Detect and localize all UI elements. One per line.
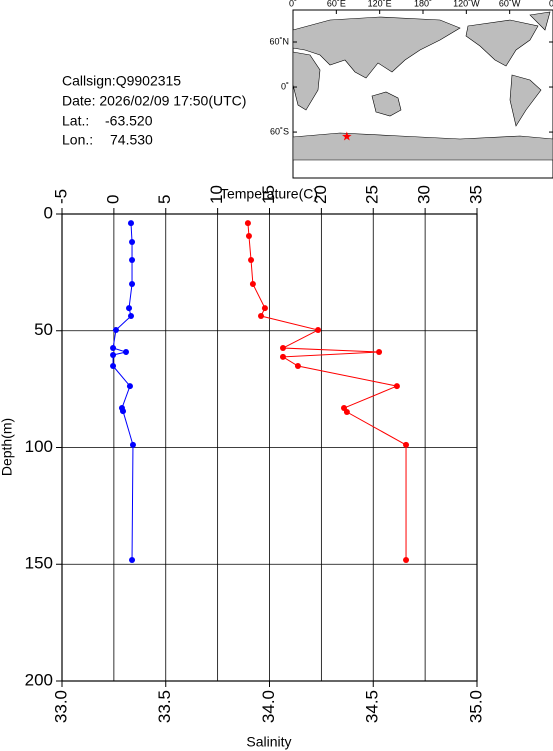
y-tick-label: 100 — [25, 437, 53, 456]
profile-point — [261, 305, 268, 312]
lon-label: Lon.: — [62, 132, 93, 148]
x-tick-label: 33.5 — [155, 690, 174, 723]
lat-label: Lat.: — [62, 113, 89, 129]
station-marker — [342, 131, 352, 141]
lon-value: 74.530 — [110, 132, 153, 148]
lat-value: -63.520 — [105, 113, 153, 129]
profile-point — [257, 313, 264, 320]
profile-point — [376, 348, 383, 355]
profile-point — [279, 353, 286, 360]
profile-point — [403, 557, 410, 564]
x2-tick-label: -5 — [51, 189, 70, 204]
callsign: Callsign:Q9902315 — [62, 73, 181, 89]
australia — [371, 91, 402, 117]
profile-point — [279, 345, 286, 352]
profile-point — [244, 220, 251, 227]
map-lat-label: 0˚ — [281, 81, 289, 91]
profile-point — [249, 281, 256, 288]
profile-point — [403, 441, 410, 448]
profile-point — [127, 220, 134, 227]
profile-point — [127, 313, 134, 320]
south-america — [509, 74, 542, 127]
x-axis-title: Salinity — [246, 734, 291, 750]
profile-line — [112, 223, 134, 561]
map-inset: 0˚ 60˚E 120˚E 180˚ 120˚W 60˚W 0˚ 60˚N 0˚ 60˚S — [269, 0, 553, 179]
y-tick-label: 200 — [25, 670, 53, 689]
x2-tick-label: 30 — [415, 185, 434, 204]
map-lon-label: 0˚ — [549, 0, 553, 8]
profile-line — [247, 223, 407, 561]
profile-point — [120, 408, 127, 415]
map-lon-label: 60˚W — [499, 0, 521, 8]
profile-point — [110, 345, 117, 352]
x-tick-label: 35.0 — [466, 690, 485, 723]
profile-point — [129, 239, 136, 246]
greenland — [529, 11, 551, 31]
profile-point — [245, 232, 252, 239]
x2-tick-label: 5 — [155, 195, 174, 204]
map-lon-label: 60˚E — [327, 0, 346, 8]
eurasia — [292, 16, 461, 79]
profile-point — [126, 305, 133, 312]
x2-tick-label: 0 — [103, 195, 122, 204]
profile-point — [129, 281, 136, 288]
africa — [292, 51, 321, 111]
profile-point — [315, 327, 322, 334]
y-axis-title: Depth(m) — [0, 418, 15, 476]
profile-point — [393, 383, 400, 390]
map-lat-label: 60˚N — [269, 36, 289, 46]
profile-point — [123, 348, 130, 355]
north-america — [465, 19, 539, 67]
y-tick-label: 50 — [34, 320, 53, 339]
profile-point — [129, 256, 136, 263]
profile-point — [343, 409, 350, 416]
y-tick-label: 0 — [44, 203, 53, 222]
x-tick-label: 34.0 — [259, 690, 278, 723]
x2-tick-label: 25 — [363, 185, 382, 204]
profile-point — [110, 363, 117, 370]
map-lon-label: 120˚W — [453, 0, 480, 8]
profile-point — [110, 352, 117, 359]
map-lat-label: 60˚S — [270, 126, 289, 136]
profile-point — [248, 256, 255, 263]
profile-point — [126, 383, 133, 390]
land — [292, 11, 553, 161]
x-tick-label: 34.5 — [363, 690, 382, 723]
profile-point — [129, 557, 136, 564]
x2-tick-label: 15 — [259, 185, 278, 204]
y-tick-label: 150 — [25, 554, 53, 573]
antarctica — [292, 132, 553, 161]
profile-point — [129, 441, 136, 448]
x2-tick-label: 20 — [311, 185, 330, 204]
map-lon-label: 120˚E — [368, 0, 392, 8]
map-lon-label: 180˚ — [414, 0, 432, 8]
profile-point — [294, 363, 301, 370]
x-tick-label: 33.0 — [51, 690, 70, 723]
profile-point — [112, 327, 119, 334]
x2-axis-title: Temperature(C) — [220, 186, 318, 202]
map-lon-label: 0˚ — [289, 0, 297, 8]
date: Date: 2026/02/09 17:50(UTC) — [62, 93, 246, 109]
x2-tick-label: 35 — [466, 185, 485, 204]
x2-tick-label: 10 — [207, 185, 226, 204]
